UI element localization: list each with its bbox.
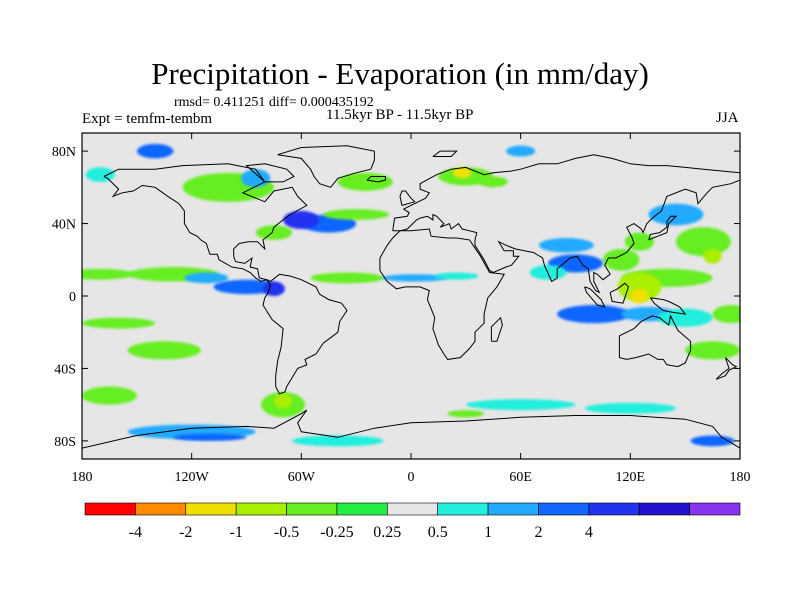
coastline-north-america: [103, 163, 308, 283]
anomaly-patch: [136, 143, 174, 159]
anomaly-patch: [617, 272, 662, 302]
map-title: Precipitation - Evaporation (in mm/day): [151, 56, 649, 91]
anomaly-patch: [82, 317, 156, 329]
colorbar-label: 4: [585, 524, 593, 541]
statistics-label: rmsd= 0.411251 diff= 0.000435192: [174, 95, 374, 110]
coastline-new-guinea: [649, 297, 687, 315]
coastline-new-zealand: [715, 357, 738, 380]
colorbar-swatch: [437, 502, 489, 516]
coastline-greenland: [277, 145, 375, 188]
colorbar-label: -0.25: [320, 524, 353, 541]
colorbar: -4 -2 -1 -0.5 -0.25 0.25 0.5 1 2 4: [84, 502, 741, 541]
anomaly-patch: [506, 145, 536, 157]
x-tick-label: 120E: [616, 470, 646, 485]
colorbar-swatch: [538, 502, 590, 516]
anomaly-patch: [184, 272, 229, 284]
coastline-borneo: [609, 282, 630, 304]
anomaly-patch: [434, 272, 479, 280]
colorbar-label: -2: [179, 524, 192, 541]
coastline-madagascar: [490, 316, 503, 342]
coastline-iceland: [366, 176, 386, 183]
anomaly-patch: [685, 341, 740, 360]
colorbar-label: 0.5: [428, 524, 448, 541]
colorbar-label: 0.25: [373, 524, 401, 541]
anomaly-patch: [703, 248, 722, 264]
anomaly-patch: [453, 167, 472, 179]
x-tick-label: 0: [408, 470, 415, 485]
anomaly-patch: [310, 272, 384, 284]
map-axes: 180 120W 60W 0 60E 120E 180 80N 40N 0 40S 80S: [52, 133, 751, 485]
anomaly-patch: [557, 305, 631, 324]
season-label: JJA: [716, 110, 739, 126]
anomaly-patch: [602, 248, 640, 271]
x-tick-label: 60W: [288, 470, 316, 485]
y-tick-label: 40S: [54, 362, 76, 377]
anomaly-patch: [337, 172, 393, 191]
anomaly-patch: [381, 274, 448, 282]
x-tick-label: 120W: [175, 470, 210, 485]
anomaly-patch: [85, 167, 115, 182]
coastline-british-isles: [399, 190, 416, 206]
coastline-svalbard: [432, 150, 458, 157]
anomaly-patch: [584, 402, 677, 414]
colorbar-swatch: [588, 502, 640, 516]
anomaly-patch: [262, 281, 285, 296]
anomaly-patch: [465, 399, 576, 411]
x-tick-label: 180: [72, 470, 93, 485]
x-tick-label: 60E: [509, 470, 532, 485]
anomaly-patch: [82, 386, 137, 405]
colorbar-swatch: [185, 502, 237, 516]
y-tick-label: 0: [69, 290, 76, 305]
experiment-label: Expt = temfm-tembm: [82, 111, 213, 127]
x-tick-label: 180: [730, 470, 751, 485]
period-label: 11.5kyr BP - 11.5kyr BP: [326, 107, 474, 123]
coastline-sumatra: [584, 286, 606, 308]
colorbar-swatch: [286, 502, 338, 516]
coastline-japan: [648, 215, 678, 241]
coastline-antarctica: [82, 409, 740, 449]
anomaly-patch: [213, 279, 280, 295]
anomaly-patch: [447, 410, 485, 418]
anomaly-patch: [712, 305, 740, 324]
coastline-south-america: [262, 273, 348, 395]
anomaly-patch: [255, 225, 293, 240]
coastlines: [82, 145, 740, 449]
anomaly-patch: [630, 288, 649, 304]
colorbar-swatch: [135, 502, 187, 516]
anomaly-patch: [283, 210, 320, 229]
colorbar-label: -4: [129, 524, 142, 541]
colorbar-label: 2: [534, 524, 542, 541]
colorbar-swatch: [487, 502, 539, 516]
colorbar-swatch: [235, 502, 287, 516]
anomaly-patch: [478, 176, 508, 188]
anomaly-patch: [676, 227, 731, 257]
anomaly-patch: [173, 433, 247, 441]
anomaly-patch: [241, 169, 271, 188]
coastline-eurasia: [392, 154, 740, 294]
anomaly-field: [82, 143, 740, 447]
colorbar-swatch: [336, 502, 388, 516]
colorbar-swatch: [387, 502, 438, 516]
colorbar-swatch: [689, 502, 741, 516]
colorbar-swatch: [84, 502, 136, 516]
colorbar-label: -0.5: [274, 524, 299, 541]
coastline-baffin: [245, 163, 295, 183]
y-tick-label: 80N: [52, 145, 76, 160]
colorbar-label: -1: [229, 524, 242, 541]
coastline-australia: [618, 314, 692, 368]
y-tick-label: 40N: [52, 218, 76, 233]
anomaly-patch: [538, 238, 594, 253]
anomaly-patch: [292, 435, 384, 447]
colorbar-swatch: [638, 502, 690, 516]
anomaly-patch: [127, 341, 201, 360]
anomaly-patch: [273, 393, 293, 409]
anomaly-patch: [82, 268, 134, 280]
anomaly-patch: [657, 308, 713, 327]
y-tick-label: 80S: [54, 435, 76, 450]
colorbar-label: 1: [484, 524, 492, 541]
coastline-africa: [379, 228, 506, 360]
anomaly-patch: [323, 209, 390, 220]
